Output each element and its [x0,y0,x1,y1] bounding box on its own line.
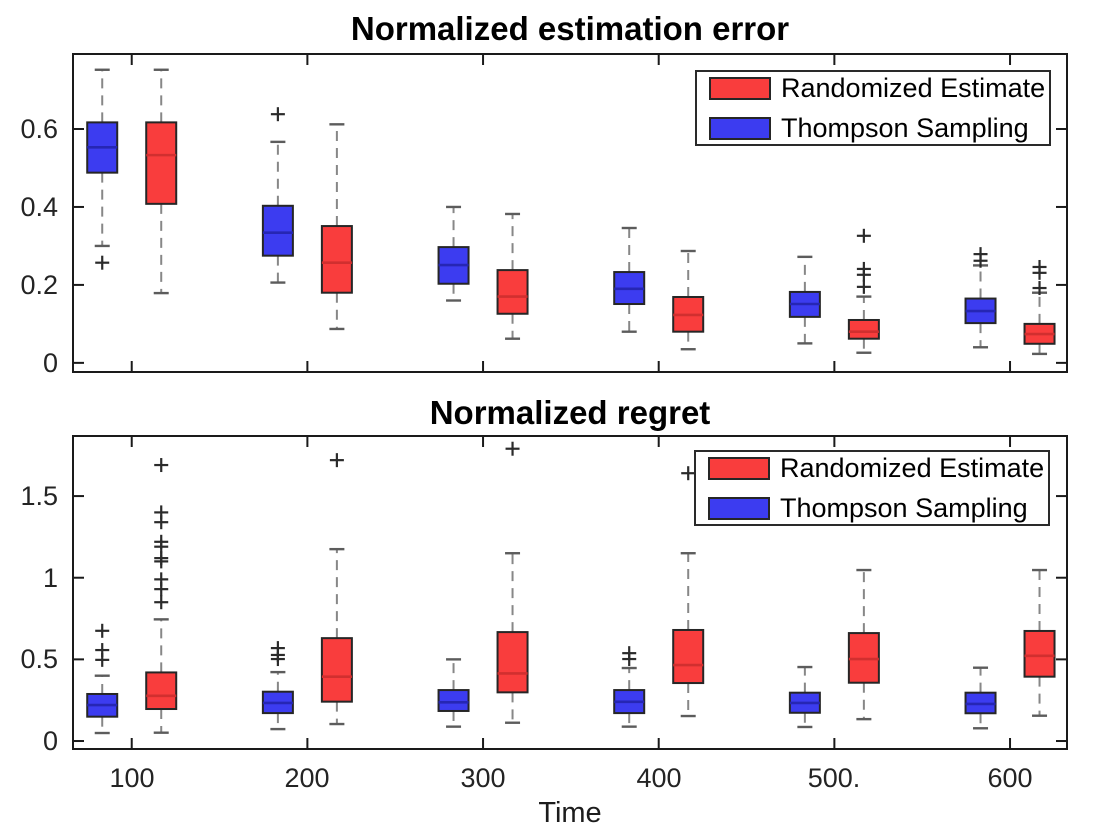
randomized-box-600 [1023,568,1056,717]
thompson-box-500 [788,255,821,345]
thompson-sampling-swatch [708,496,770,520]
thompson-box-300 [437,658,470,728]
thompson-sampling-swatch [709,116,771,140]
thompson-box-300 [437,205,470,302]
legend-estimation-error: Randomized Estimate Thompson Sampling [695,70,1051,146]
legend-row: Thompson Sampling [708,493,1038,524]
thompson-box-100 [86,623,119,735]
bottom-ytick-0: 0 [42,726,58,756]
randomized-box-100 [145,458,178,734]
thompson-box-100 [86,68,119,270]
thompson-box-600 [964,666,997,730]
xtick-600: 600 [987,763,1033,793]
iqr-box [1023,629,1056,678]
legend-row: Randomized Estimate [708,453,1044,484]
xtick-400: 400 [636,763,682,793]
iqr-box [320,637,353,703]
estimation-error-chart [72,53,1068,373]
estimation-error-title: Normalized estimation error [350,10,790,47]
x-axis-label: Time [538,797,602,829]
iqr-box [261,204,294,257]
thompson-box-600 [964,247,997,349]
thompson-box-500 [788,665,821,729]
randomized-box-100 [145,68,178,295]
iqr-box [847,318,880,340]
bottom-ytick-15: 1.5 [20,481,58,511]
thompson-box-200 [261,107,294,284]
iqr-box [145,671,178,711]
iqr-box [145,121,178,205]
legend-label: Randomized Estimate [781,72,1046,103]
thompson-box-400 [613,226,646,333]
randomized-box-400 [672,249,705,351]
randomized-box-200 [320,123,353,331]
bottom-ytick-05: 0.5 [20,644,58,674]
randomized-box-300 [496,441,529,724]
legend-label: Thompson Sampling [780,492,1028,523]
thompson-box-400 [613,646,646,728]
legend-label: Thompson Sampling [781,112,1029,143]
randomized-box-600 [1023,259,1056,356]
iqr-box [496,269,529,315]
randomized-box-300 [496,212,529,340]
randomized-box-400 [672,466,705,718]
xtick-500: 500. [807,763,861,793]
randomized-estimate-swatch [709,76,771,100]
top-ytick-06: 0.6 [20,114,58,144]
randomized-box-500 [847,568,880,721]
top-ytick-02: 0.2 [20,270,58,300]
thompson-box-200 [261,641,294,731]
legend-row: Randomized Estimate [709,73,1045,104]
iqr-box [437,689,470,712]
xtick-200: 200 [284,763,330,793]
randomized-estimate-swatch [708,456,770,480]
axes-border [72,53,1068,373]
top-ytick-0: 0 [42,348,58,378]
xtick-100: 100 [109,763,155,793]
randomized-box-500 [847,228,880,354]
iqr-box [672,628,705,685]
iqr-box [320,225,353,294]
xtick-300: 300 [460,763,506,793]
regret-title: Normalized regret [429,394,711,431]
bottom-ytick-1: 1 [42,563,58,593]
regret-chart [72,435,1068,750]
top-ytick-04: 0.4 [20,192,58,222]
axes-border [72,435,1068,750]
legend-regret: Randomized Estimate Thompson Sampling [694,450,1050,526]
legend-row: Thompson Sampling [709,113,1039,144]
randomized-box-200 [320,453,353,726]
iqr-box [496,631,529,694]
legend-label: Randomized Estimate [780,452,1045,483]
